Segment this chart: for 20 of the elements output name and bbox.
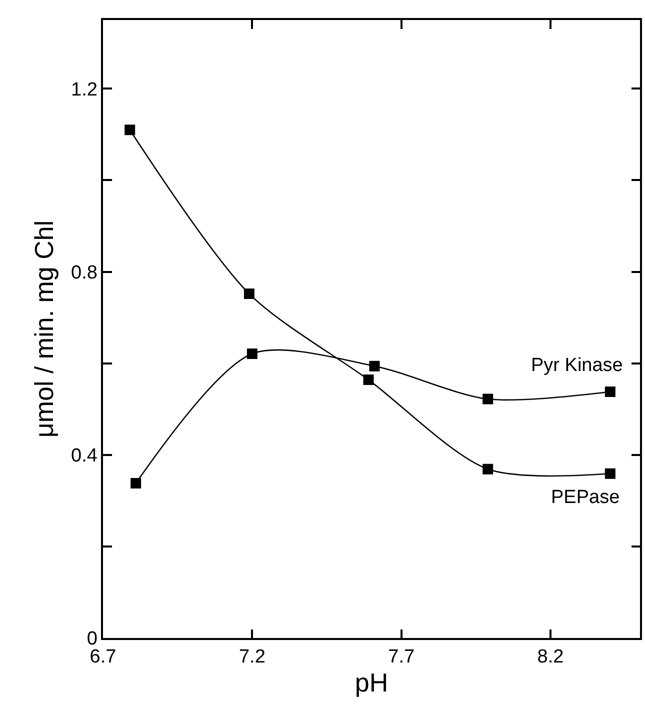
point — [363, 374, 374, 386]
point — [482, 394, 494, 404]
point — [604, 468, 616, 479]
point — [246, 348, 258, 359]
point — [130, 478, 142, 489]
point — [482, 464, 494, 474]
legend-label: Pyr Kinase — [531, 355, 623, 376]
point — [369, 360, 380, 372]
point — [124, 124, 136, 136]
x-tick-label: 8.2 — [537, 646, 564, 668]
x-tick-label: 7.7 — [388, 646, 415, 668]
y-axis-title: μmol / min. mg Chl — [28, 220, 59, 438]
y-tick-label: 0.4 — [71, 446, 98, 467]
x-axis-title: pH — [354, 668, 388, 698]
x-tick-label: 7.2 — [238, 646, 266, 668]
y-tick-label: 0.8 — [71, 262, 98, 284]
series-label: PEPase — [551, 487, 620, 508]
point — [244, 288, 254, 299]
y-tick-label: 1.2 — [71, 79, 98, 100]
point — [604, 386, 616, 397]
